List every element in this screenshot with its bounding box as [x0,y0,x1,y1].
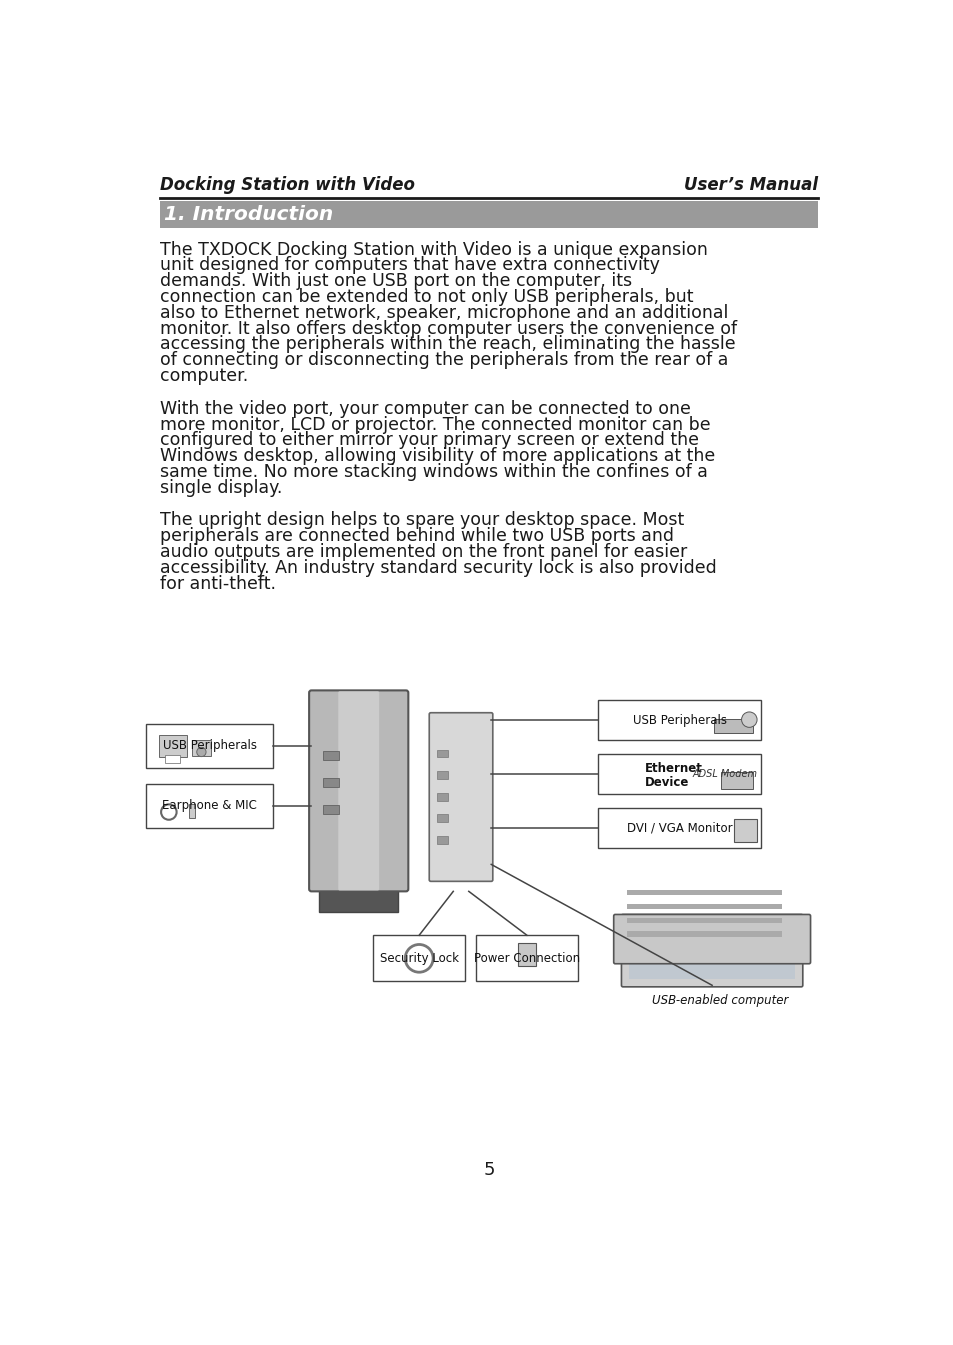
Text: 5: 5 [482,1161,495,1180]
Bar [436,837,447,843]
Text: for anti-theft.: for anti-theft. [159,574,275,593]
Circle shape [196,748,206,757]
Text: Ethernet: Ethernet [644,761,701,775]
Text: demands. With just one USB port on the computer, its: demands. With just one USB port on the c… [159,272,631,291]
Bar [626,904,781,909]
Text: accessing the peripherals within the reach, eliminating the hassle: accessing the peripherals within the rea… [159,335,735,354]
Bar [323,779,338,787]
Bar [598,755,760,795]
Bar [192,741,211,756]
Text: single display.: single display. [159,479,282,496]
Bar [714,718,753,733]
Text: connection can be extended to not only USB peripherals, but: connection can be extended to not only U… [159,288,692,307]
Text: DVI / VGA Monitor: DVI / VGA Monitor [626,822,732,835]
Bar [720,772,753,790]
FancyBboxPatch shape [309,690,408,892]
Bar [598,701,760,741]
Bar [436,792,447,800]
FancyBboxPatch shape [338,691,378,890]
Text: USB Peripherals: USB Peripherals [632,714,726,726]
Bar [158,736,187,757]
Text: peripherals are connected behind while two USB ports and: peripherals are connected behind while t… [159,527,673,545]
Text: USB-enabled computer: USB-enabled computer [651,994,787,1007]
Text: also to Ethernet network, speaker, microphone and an additional: also to Ethernet network, speaker, micro… [159,304,727,321]
FancyBboxPatch shape [620,915,802,987]
Bar [626,931,781,936]
Text: Device: Device [644,776,688,788]
Text: configured to either mirror your primary screen or extend the: configured to either mirror your primary… [159,432,698,449]
Text: USB Peripherals: USB Peripherals [162,740,256,752]
Text: Earphone & MIC: Earphone & MIC [162,799,256,812]
Bar [626,890,781,896]
Bar [629,923,794,979]
Bar [146,724,274,768]
Text: User’s Manual: User’s Manual [683,175,818,194]
Bar [323,752,338,760]
Bar [373,935,464,982]
Text: Power Connection: Power Connection [474,952,579,964]
Bar [436,749,447,757]
Bar [165,755,180,763]
Text: unit designed for computers that have extra connectivity: unit designed for computers that have ex… [159,257,659,274]
Bar [159,202,818,227]
Bar [436,814,447,822]
Text: same time. No more stacking windows within the confines of a: same time. No more stacking windows with… [159,463,707,482]
Bar [189,804,195,818]
Bar [146,784,274,829]
Bar [517,943,536,966]
Bar [436,771,447,779]
Bar [323,806,338,814]
Text: The TXDOCK Docking Station with Video is a unique expansion: The TXDOCK Docking Station with Video is… [159,241,707,258]
Text: ADSL Modem: ADSL Modem [691,769,757,779]
Text: of connecting or disconnecting the peripherals from the rear of a: of connecting or disconnecting the perip… [159,351,727,370]
Bar [476,935,578,982]
Text: The upright design helps to spare your desktop space. Most: The upright design helps to spare your d… [159,511,683,530]
Text: monitor. It also offers desktop computer users the convenience of: monitor. It also offers desktop computer… [159,320,736,338]
Bar [598,808,760,849]
Text: Docking Station with Video: Docking Station with Video [159,175,414,194]
Text: audio outputs are implemented on the front panel for easier: audio outputs are implemented on the fro… [159,543,686,561]
Bar [626,917,781,923]
Text: 1. Introduction: 1. Introduction [164,204,334,225]
FancyBboxPatch shape [429,713,493,881]
FancyBboxPatch shape [613,915,810,964]
Text: Windows desktop, allowing visibility of more applications at the: Windows desktop, allowing visibility of … [159,447,714,465]
Circle shape [740,712,757,728]
Bar [733,819,757,842]
Text: accessibility. An industry standard security lock is also provided: accessibility. An industry standard secu… [159,558,716,577]
Text: Security Lock: Security Lock [379,952,458,964]
Bar [319,889,397,912]
Text: With the video port, your computer can be connected to one: With the video port, your computer can b… [159,399,690,418]
Text: computer.: computer. [159,367,248,385]
Text: more monitor, LCD or projector. The connected monitor can be: more monitor, LCD or projector. The conn… [159,416,709,433]
